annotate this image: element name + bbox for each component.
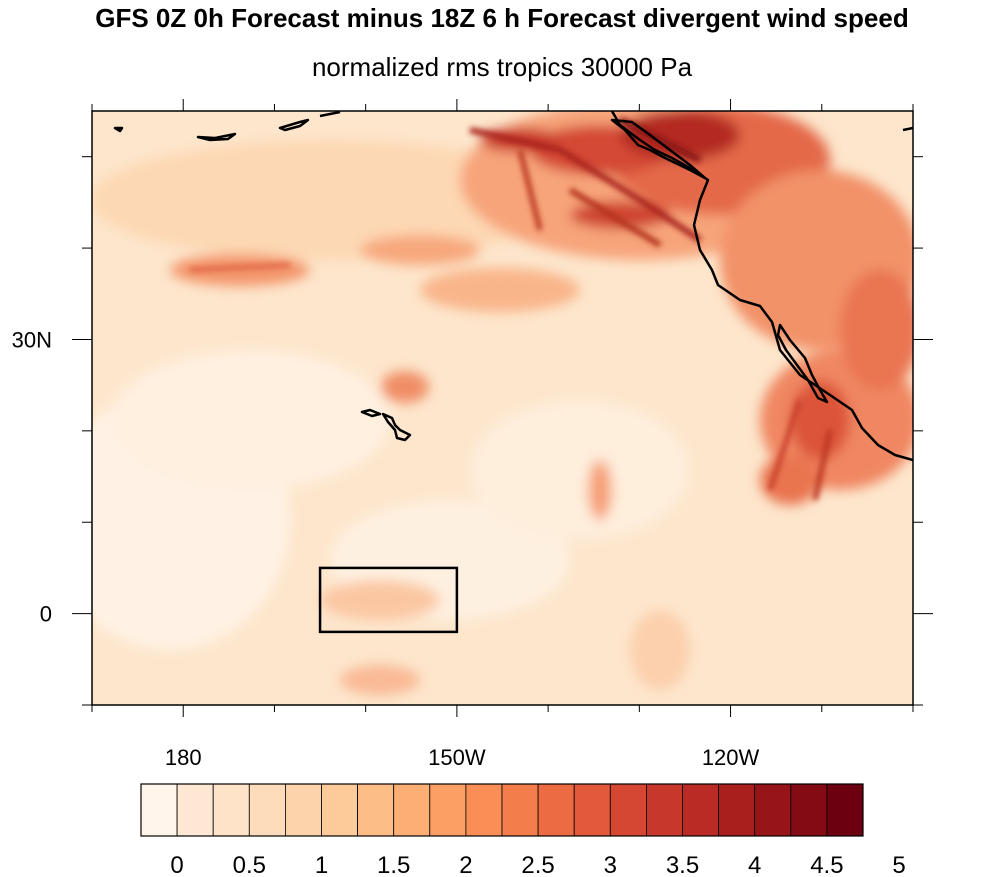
coastlines bbox=[113, 111, 913, 462]
x-tick-label: 180 bbox=[165, 745, 202, 770]
colorbar-swatch bbox=[682, 783, 719, 837]
colorbar-swatch bbox=[284, 783, 322, 837]
colorbar-swatch bbox=[573, 783, 611, 837]
colorbar-swatch bbox=[321, 783, 358, 837]
colorbar-swatch bbox=[501, 783, 539, 837]
colorbar-label: 4 bbox=[748, 852, 761, 877]
colorbar-label: 0 bbox=[170, 852, 183, 877]
colorbar-swatch bbox=[357, 783, 395, 837]
chart-title: GFS 0Z 0h Forecast minus 18Z 6 h Forecas… bbox=[95, 3, 908, 33]
colorbar-label: 0.5 bbox=[233, 852, 266, 877]
colorbar-label: 2 bbox=[459, 852, 472, 877]
colorbar-swatch bbox=[212, 783, 250, 837]
colorbar-label: 3.5 bbox=[666, 852, 699, 877]
colorbar-swatch bbox=[248, 783, 286, 837]
map-field bbox=[92, 111, 913, 705]
colorbar-swatch bbox=[826, 783, 864, 837]
y-tick-label: 30N bbox=[12, 327, 52, 352]
chart-subtitle: normalized rms tropics 30000 Pa bbox=[312, 52, 693, 82]
colorbar-swatch bbox=[754, 783, 792, 837]
colorbar-swatch bbox=[646, 783, 683, 837]
colorbar-swatch bbox=[140, 783, 178, 837]
axis-tick-labels: 180 150W 120W 0 30N bbox=[12, 327, 760, 770]
colorbar-label: 2.5 bbox=[521, 852, 554, 877]
colorbar-swatch bbox=[393, 783, 431, 837]
x-tick-label: 120W bbox=[702, 745, 760, 770]
colorbar-swatch bbox=[465, 783, 503, 837]
plot-frame bbox=[91, 110, 914, 706]
colorbar-frame bbox=[140, 783, 864, 837]
x-tick-label: 150W bbox=[428, 745, 486, 770]
y-tick-label: 0 bbox=[40, 602, 52, 627]
colorbar-swatch bbox=[537, 783, 575, 837]
colorbar: 0 0.5 1 1.5 2 2.5 3 3.5 4 4.5 5 bbox=[140, 783, 906, 877]
colorbar-swatch bbox=[429, 783, 467, 837]
colorbar-label: 1.5 bbox=[377, 852, 410, 877]
colorbar-swatch bbox=[718, 783, 756, 837]
region-box bbox=[318, 566, 459, 634]
colorbar-label: 1 bbox=[315, 852, 328, 877]
colorbar-label: 5 bbox=[892, 852, 905, 877]
colorbar-label: 3 bbox=[604, 852, 617, 877]
axis-ticks bbox=[72, 99, 933, 717]
colorbar-swatch bbox=[176, 783, 214, 837]
colorbar-label: 4.5 bbox=[810, 852, 843, 877]
colorbar-swatch bbox=[609, 783, 647, 837]
colorbar-swatch bbox=[790, 783, 828, 837]
